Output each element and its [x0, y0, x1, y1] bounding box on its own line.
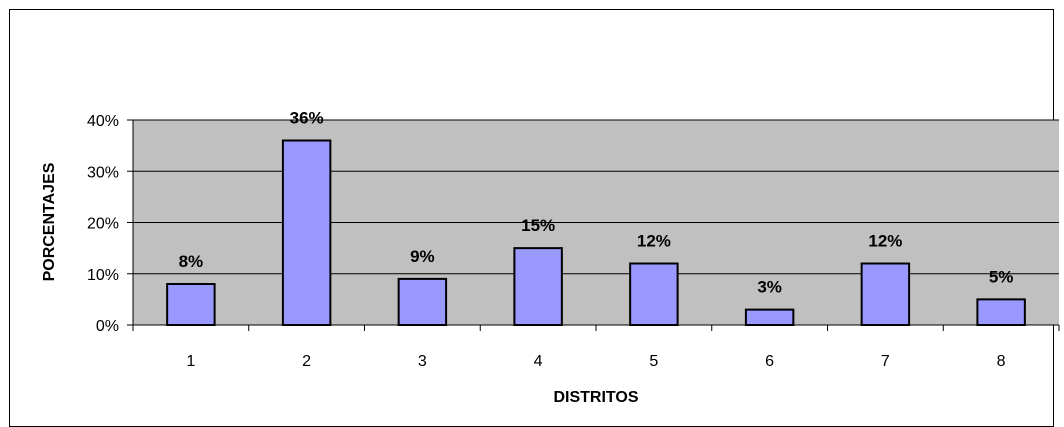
- x-tick-label-8: 8: [997, 353, 1006, 370]
- x-tick-label-5: 5: [649, 353, 658, 370]
- x-tick-label-2: 2: [302, 353, 311, 370]
- bar-5: [629, 262, 679, 326]
- data-label-5: 12%: [637, 232, 671, 251]
- y-tick-label-4: 40%: [87, 113, 119, 130]
- x-axis-title: DISTRITOS: [553, 389, 638, 406]
- data-label-8: 5%: [989, 267, 1014, 286]
- bar-2: [281, 139, 332, 326]
- bar-3: [397, 277, 448, 326]
- y-tick-labels: 0% 10% 20% 30% 40%: [87, 113, 119, 335]
- data-label-1: 8%: [179, 252, 204, 271]
- data-label-6: 3%: [757, 278, 782, 297]
- bars: [166, 139, 1026, 326]
- data-label-2: 36%: [290, 109, 324, 128]
- bar-6: [744, 308, 795, 326]
- axes: [127, 119, 1060, 331]
- data-labels: 8% 36% 9% 15% 12% 3% 12% 5%: [179, 109, 1014, 297]
- bar-7: [860, 262, 911, 326]
- data-label-4: 15%: [521, 216, 555, 235]
- x-tick-labels: 1 2 3 4 5 6 7 8: [186, 353, 1005, 370]
- data-label-3: 9%: [410, 247, 435, 266]
- y-tick-label-3: 30%: [87, 164, 119, 181]
- x-tick-label-6: 6: [765, 353, 774, 370]
- y-tick-label-0: 0%: [96, 318, 119, 335]
- x-tick-label-4: 4: [534, 353, 543, 370]
- y-tick-label-1: 10%: [87, 267, 119, 284]
- y-tick-label-2: 20%: [87, 216, 119, 233]
- x-tick-label-7: 7: [881, 353, 890, 370]
- y-axis-title: PORCENTAJES: [41, 162, 58, 281]
- bar-4: [513, 247, 563, 326]
- data-label-7: 12%: [868, 232, 902, 251]
- x-tick-label-3: 3: [418, 353, 427, 370]
- x-tick-label-1: 1: [186, 353, 195, 370]
- bar-1: [166, 283, 216, 326]
- bar-8: [976, 298, 1026, 326]
